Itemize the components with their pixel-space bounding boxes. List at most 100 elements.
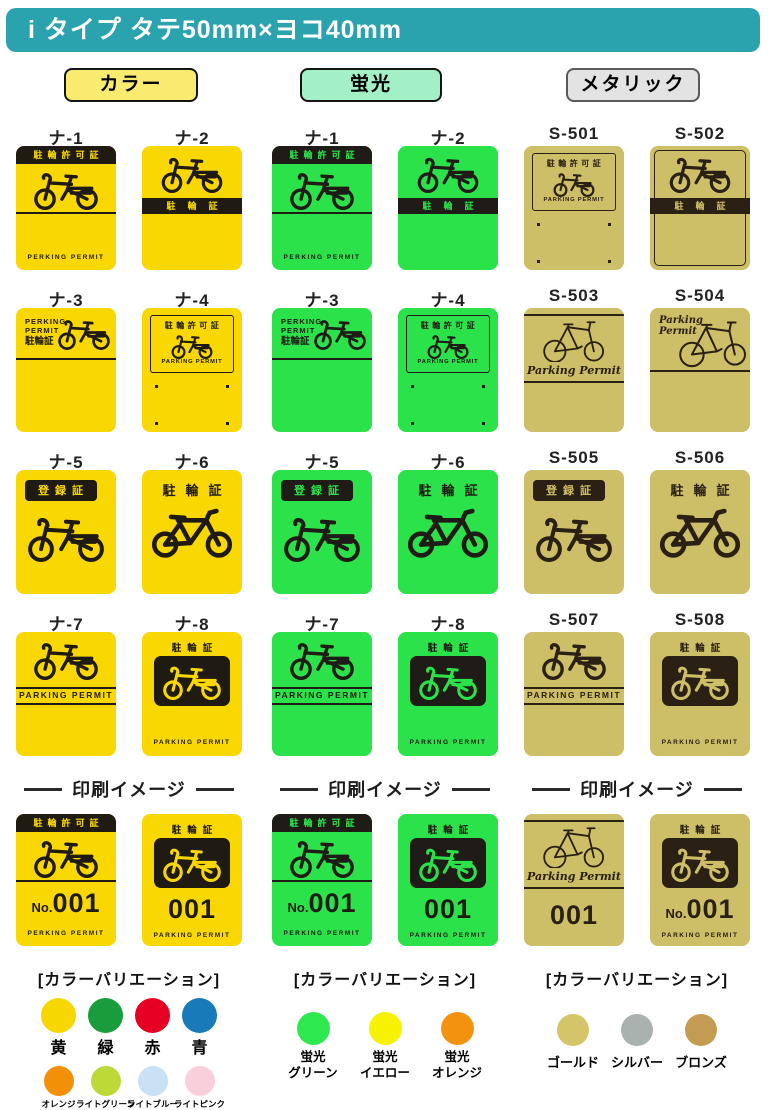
color-swatch-label: ライトブルー [127,1099,179,1109]
variation-heading-metallic: [カラーバリエーション] [545,972,729,989]
swatches-color: 黄 緑 赤 青オレンジ ライトグリーン ライトブルー ライトピンク [0,998,258,1110]
screw-hole [411,385,414,388]
title-band: 登録証 [25,480,97,501]
group-color: ナ-1 駐輪許可証 PERKING PERMIT ナ-2 駐輪証 ナ-3 PERKING PE… [0,112,258,1110]
color-swatch-item: 黄 [35,998,82,1058]
category-button-color[interactable]: カラー [64,68,198,102]
product-item: ナ-7 PARKING PERMIT [16,610,116,756]
bicycle-icon [151,508,233,558]
color-swatch [296,1012,330,1045]
product-code: ナ-1 [304,129,340,148]
color-swatch-item: 青 [176,998,223,1058]
color-swatch [90,1066,121,1096]
product-code: ナ-3 [48,291,84,310]
print-image-heading-metallic: 印刷イメージ [508,776,766,802]
screw-hole [537,260,540,263]
print-image-heading-fluorescent: 印刷イメージ [256,776,514,802]
bicycle-icon [553,173,595,197]
permit-number: No.001 [16,890,116,917]
color-swatch-item: 蛍光 イエロー [349,1012,421,1081]
variation-heading-fluorescent: [カラーバリエーション] [293,972,477,989]
product-item: ナ-8 駐輪証 PARKING PERMIT [398,610,498,756]
permit-tag-sample: 駐輪証 [142,470,242,594]
number-prefix: No. [287,900,309,915]
number-prefix: No. [31,900,53,915]
screw-hole [482,422,485,425]
title-text: 駐輪証 [670,483,740,498]
permit-text: PERKING PERMIT [27,930,105,937]
category-button-fluorescent[interactable]: 蛍光 [300,68,442,102]
permit-tag-sample: PERKING PERMIT 駐輪証 [272,308,372,432]
number-prefix: No. [665,906,687,921]
print-image-heading-color: 印刷イメージ [0,776,258,802]
swatch-row: オレンジ ライトグリーン ライトブルー ライトピンク [0,1066,258,1110]
title-text: 駐輪証 [162,483,232,498]
product-code: ナ-7 [304,615,340,634]
heading-line [703,787,742,791]
permit-tag-sample: PARKING PERMIT [16,632,116,756]
category-button-metallic[interactable]: メタリック [566,68,700,102]
group-metallic: S-501 駐輪許可証 PARKING PERMIT S-502 駐輪証 S-503 Par… [508,112,766,1071]
product-item: ナ-8 駐輪証 PARKING PERMIT [142,610,242,756]
print-image-heading-text: 印刷イメージ [72,780,186,800]
bicycle-icon [536,518,612,562]
color-swatch [182,998,217,1033]
tag-grid-fluorescent: ナ-1 駐輪許可証 PERKING PERMIT ナ-2 駐輪証 ナ-3 PERKING PE… [256,124,514,756]
permit-tag-sample: 駐輪証 PARKING PERMIT [650,632,750,756]
divider-line [272,358,372,360]
page-title: i タイプ タテ50mm×ヨコ40mm [28,16,402,44]
color-swatch-label: 蛍光 グリーン [288,1050,338,1080]
screw-hole [608,223,611,226]
product-code: ナ-6 [174,453,210,472]
product-code: S-506 [674,448,726,467]
color-swatch-label: ブロンズ [675,1055,727,1070]
product-item: ナ-7 PARKING PERMIT [272,610,372,756]
permit-tag-sample: 駐輪証 [650,470,750,594]
color-swatch-label: ゴールド [546,1055,599,1070]
product-code: ナ-8 [430,615,466,634]
color-swatch-item: 赤 [129,998,176,1058]
permit-tag-sample: 駐輪許可証 PARKING PERMIT [398,308,498,432]
permit-text: PARKING PERMIT [18,690,114,700]
screw-hole [155,422,158,425]
product-code: S-508 [674,610,726,629]
color-swatch [41,998,76,1033]
bicycle-icon [163,666,221,700]
bicycle-icon [34,841,98,878]
title-text: 駐輪許可証 [164,321,223,330]
permit-tag-sample: PARKING PERMIT [272,632,372,756]
bicycle-icon [669,157,731,193]
print-image-heading-text: 印刷イメージ [580,780,694,800]
framed-box: 駐輪許可証 PARKING PERMIT [406,315,490,373]
permit-tag-sample: Parking Permit 001 [524,814,624,946]
product-code: S-507 [548,610,600,629]
permit-text: PERKING PERMIT [283,254,361,261]
product-code: ナ-1 [48,129,84,148]
divider-line [524,381,624,383]
title-band: 駐輪許可証 [272,814,372,832]
title-text: 駐輪証 [679,825,727,836]
permit-text: PARKING PERMIT [526,690,622,700]
permit-text: PERKING PERMIT [283,930,361,937]
title-band: 駐輪証 [650,198,750,214]
product-item: ナ-6 駐輪証 [398,448,498,594]
print-sample-row-metallic: Parking Permit 001 駐輪証 No.001 PARKING PERMIT [508,814,766,946]
permit-text: PARKING PERMIT [153,932,231,939]
swatch-row: 黄緑赤青 [0,998,258,1058]
bicycle-icon [58,320,110,350]
color-swatch-label: 蛍光 オレンジ [431,1050,482,1080]
permit-tag-sample: PARKING PERMIT [524,632,624,756]
bicycle-icon [290,643,354,680]
title-band: 駐輪許可証 [16,814,116,832]
product-code: S-505 [548,448,600,467]
permit-text: PARKING PERMIT [409,739,487,746]
permit-tag-sample: 登録証 [272,470,372,594]
title-band: 登録証 [533,480,605,501]
product-item: ナ-2 駐輪証 [398,124,498,270]
permit-tag-sample: 駐輪許可証 PARKING PERMIT [524,146,624,270]
permit-text: PARKING PERMIT [417,359,479,365]
color-swatch-item: 蛍光 オレンジ [421,1012,493,1081]
title-band: 駐輪許可証 [16,146,116,164]
permit-text: PARKING PERMIT [153,739,231,746]
screw-hole [482,385,485,388]
